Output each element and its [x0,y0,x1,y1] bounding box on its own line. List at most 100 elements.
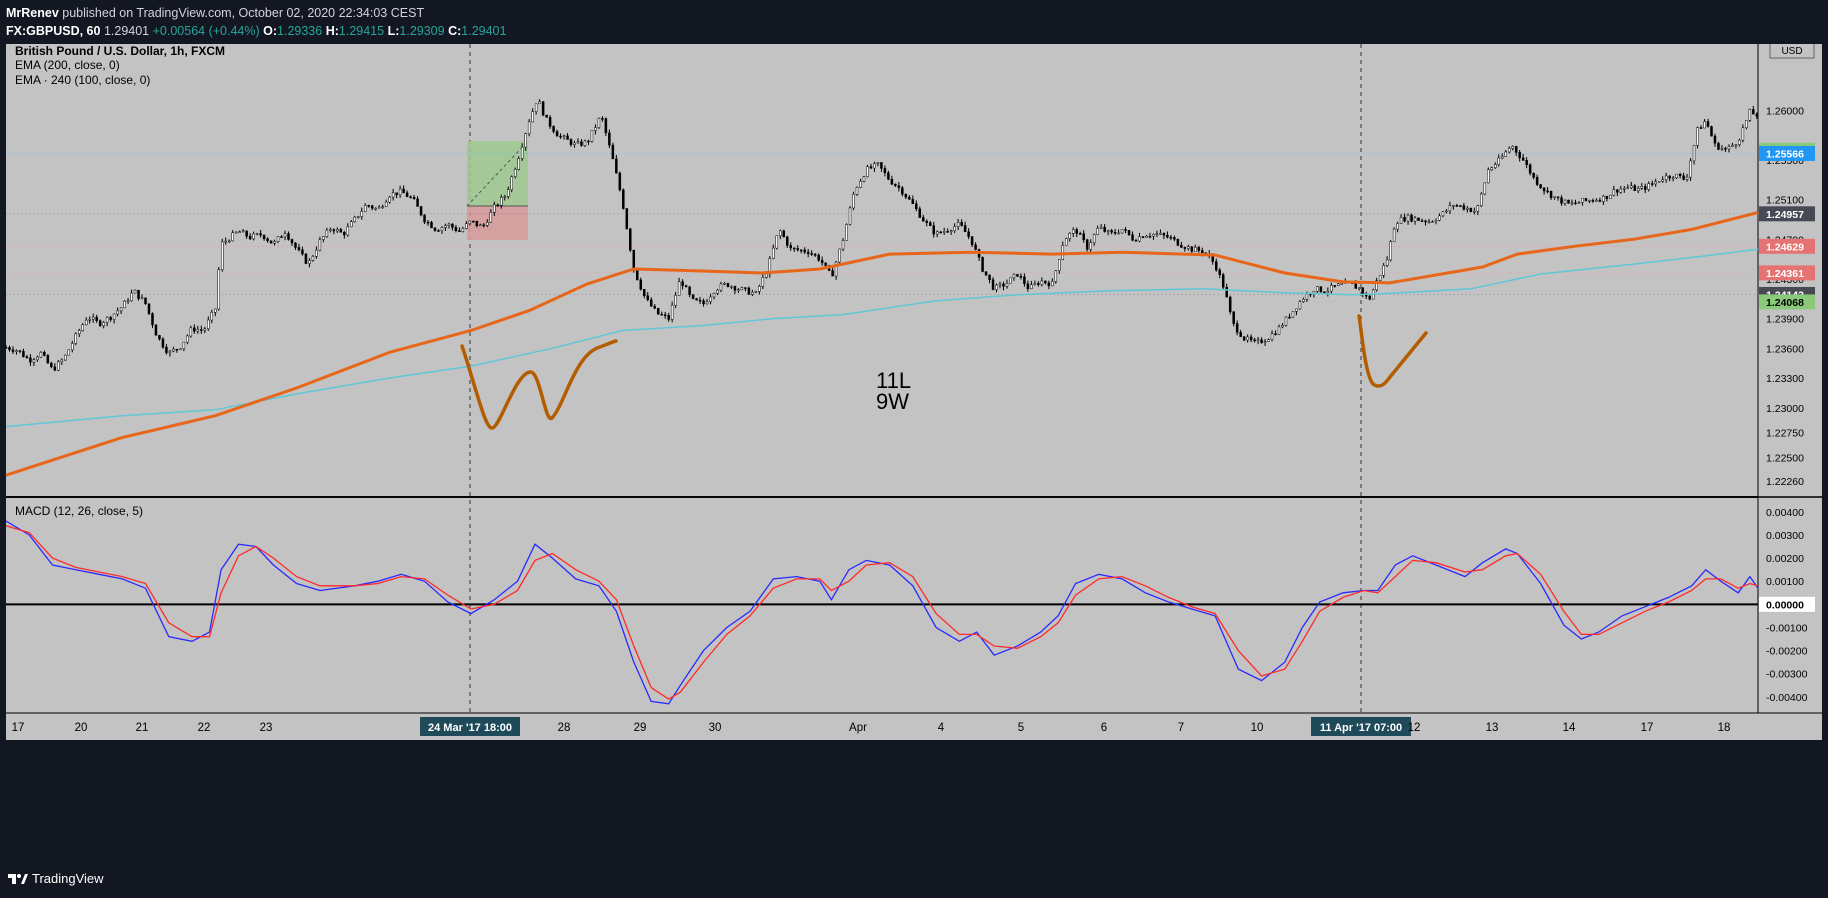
drawn-w-pattern[interactable] [460,339,618,430]
candle-body [367,205,370,207]
candle-body [1738,139,1741,145]
publisher-name[interactable]: MrRenev [6,6,59,20]
candle-body [1155,233,1159,236]
candle-body [1037,283,1040,285]
candle-body [294,242,297,248]
candle-body [1640,186,1643,189]
candle-body [186,335,189,343]
candle-body [276,236,280,242]
candle-body [1357,287,1361,290]
candle-body [772,247,775,259]
time-axis-bg[interactable] [6,713,1758,740]
tradingview-brand: TradingView [32,871,104,886]
candle-body [534,103,538,112]
candle-body [18,350,22,352]
candle-body [1692,144,1696,162]
candle-body [1741,127,1745,141]
candle-body [203,328,207,331]
candle-body [133,289,137,294]
candle-body [513,169,517,178]
candle-body [1671,177,1675,180]
candle-body [472,220,475,223]
candle-body [1602,195,1605,202]
candle-body [754,291,758,293]
candle-body [1438,215,1441,221]
candle-body [1448,205,1452,212]
candle-body [1570,202,1574,205]
price-badge: 1.24957 [1766,209,1804,221]
candle-body [1392,228,1396,243]
candle-body [873,163,876,169]
candle-body [196,329,200,332]
symbol-line: FX:GBPUSD, 60 1.29401 +0.00564 (+0.44%) … [6,22,1816,40]
candle-body [1459,205,1462,207]
candle-body [1263,341,1267,343]
pane-title: British Pound / U.S. Dollar, 1h, FXCM [15,44,225,58]
candle-body [1427,221,1431,223]
candle-body [437,230,440,232]
tradingview-logo[interactable]: TradingView [8,871,104,886]
candle-body [77,330,81,334]
candle-body [1096,228,1099,235]
candle-body [1490,167,1494,170]
candle-body [1023,276,1026,285]
ema-240-line[interactable] [5,248,1759,428]
candle-body [325,229,329,237]
candle-body [1194,246,1197,252]
price-pane[interactable] [6,44,1758,496]
candle-body [1092,234,1096,243]
chart-svg[interactable]: British Pound / U.S. Dollar, 1h, FXCM EM… [0,41,1828,862]
candle-body [649,299,653,307]
candle-body [210,312,214,321]
candle-body [503,196,506,198]
candle-body [53,366,57,371]
candle-body [1480,193,1483,206]
candle-body [922,217,925,222]
candle-body [569,139,573,145]
candle-body [1187,246,1190,249]
candle-body [1183,247,1187,249]
candle-body [301,249,304,255]
candle-body [360,211,363,217]
candle-body [1441,211,1445,217]
candle-body [583,140,587,146]
time-tick-label: 17 [1641,722,1654,734]
candle-body [1623,188,1626,190]
candle-body [475,220,479,226]
candle-body [629,228,632,251]
signal-line[interactable] [5,525,1759,700]
candle-body [639,279,643,290]
candle-body [409,196,412,199]
candle-body [273,241,276,244]
macd-pane[interactable] [6,498,1758,713]
candle-body [8,347,11,350]
macd-line[interactable] [5,520,1759,705]
candle-body [1040,280,1044,285]
ema-200-line[interactable] [5,211,1759,477]
candle-body [84,319,88,326]
candle-body [1403,217,1406,222]
candle-body [1019,276,1023,278]
candle-body [831,270,834,277]
macd-tick-label: 0.00400 [1766,507,1804,519]
candle-body [1424,220,1427,223]
candle-body [545,114,548,118]
candle-body [182,341,186,350]
chart-area[interactable]: British Pound / U.S. Dollar, 1h, FXCM EM… [0,41,1828,862]
candlestick-series[interactable] [4,99,1759,372]
candle-body [1002,283,1005,287]
drawn-check-pattern[interactable] [1357,314,1428,388]
candle-body [440,227,444,231]
candle-body [559,135,562,138]
candle-body [1713,135,1717,144]
price-badge-bg [1759,265,1815,281]
candle-body [817,254,820,261]
candle-body [737,289,740,291]
price-badge: 1.24361 [1766,268,1804,280]
open-label: O: [263,24,278,38]
candle-body [105,317,109,323]
candle-body [454,227,458,231]
candle-body [594,127,597,131]
candle-body [433,227,437,231]
candle-body [1752,109,1755,115]
